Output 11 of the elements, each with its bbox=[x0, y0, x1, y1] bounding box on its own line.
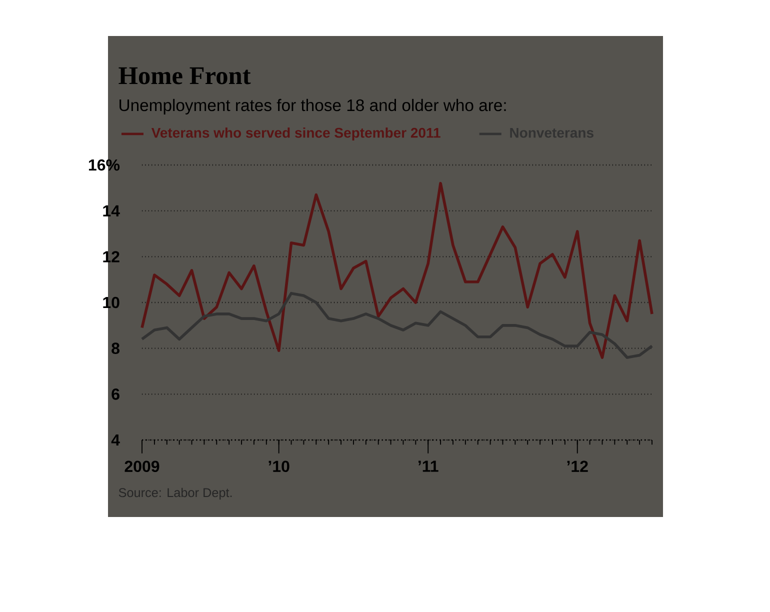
x-tick-label: ’12 bbox=[567, 460, 588, 472]
y-tick-label: 8 bbox=[112, 342, 120, 354]
x-tick-label: ’11 bbox=[418, 460, 438, 472]
chart-subtitle: Unemployment rates for those 18 and older who are: bbox=[120, 98, 506, 114]
x-tick-label: ’10 bbox=[268, 460, 290, 472]
x-tick-label: 2009 bbox=[124, 460, 160, 472]
line-series bbox=[140, 182, 654, 359]
y-tick-label: 4 bbox=[111, 434, 120, 446]
chart-title: Home Front bbox=[118, 67, 251, 84]
legend-label: Veterans who served since September 2011 bbox=[151, 127, 440, 141]
y-tick-label: 6 bbox=[112, 388, 120, 400]
